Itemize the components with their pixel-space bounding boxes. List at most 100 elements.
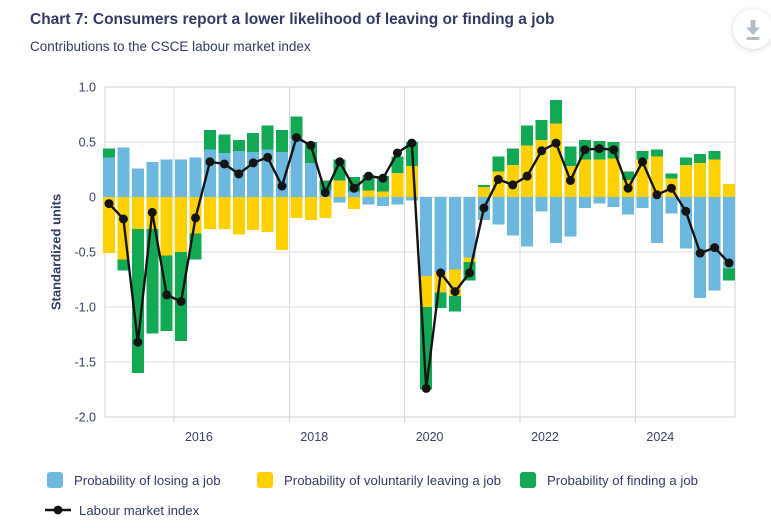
bar-segment[interactable] xyxy=(304,197,317,221)
bar-segment[interactable] xyxy=(146,228,159,334)
index-marker[interactable] xyxy=(378,173,388,183)
bar-segment[interactable] xyxy=(550,123,563,197)
bar-segment[interactable] xyxy=(348,191,361,198)
bar-segment[interactable] xyxy=(160,159,173,197)
bar-segment[interactable] xyxy=(449,296,462,312)
bar-segment[interactable] xyxy=(276,129,289,152)
bar-segment[interactable] xyxy=(434,197,447,272)
index-marker[interactable] xyxy=(364,171,374,181)
bar-segment[interactable] xyxy=(290,116,303,139)
bar-segment[interactable] xyxy=(348,197,361,210)
bar-segment[interactable] xyxy=(550,197,563,244)
bar-segment[interactable] xyxy=(261,125,274,150)
bar-segment[interactable] xyxy=(679,157,692,166)
bar-segment[interactable] xyxy=(564,146,577,167)
bar-segment[interactable] xyxy=(665,173,678,179)
index-marker[interactable] xyxy=(565,176,575,185)
bar-segment[interactable] xyxy=(218,134,231,153)
bar-segment[interactable] xyxy=(103,157,115,197)
index-marker[interactable] xyxy=(638,157,648,167)
bar-segment[interactable] xyxy=(521,197,534,247)
index-marker[interactable] xyxy=(306,140,316,150)
bar-segment[interactable] xyxy=(117,259,130,271)
bar-segment[interactable] xyxy=(477,187,490,197)
index-marker[interactable] xyxy=(392,148,402,158)
index-marker[interactable] xyxy=(450,287,460,297)
index-marker[interactable] xyxy=(291,133,301,143)
bar-segment[interactable] xyxy=(694,154,707,163)
index-marker[interactable] xyxy=(118,214,128,224)
bar-segment[interactable] xyxy=(376,191,389,198)
bar-segment[interactable] xyxy=(405,166,418,197)
bar-segment[interactable] xyxy=(492,156,505,172)
bar-segment[interactable] xyxy=(276,197,289,250)
bar-segment[interactable] xyxy=(203,197,216,229)
bar-segment[interactable] xyxy=(550,100,563,124)
index-marker[interactable] xyxy=(277,181,287,191)
bar-segment[interactable] xyxy=(203,129,216,150)
bar-segment[interactable] xyxy=(333,180,346,198)
legend-item-finding-job[interactable]: Probability of finding a job xyxy=(520,470,698,490)
bar-segment[interactable] xyxy=(405,197,418,201)
index-marker[interactable] xyxy=(176,297,186,306)
index-marker[interactable] xyxy=(724,258,734,268)
bar-segment[interactable] xyxy=(103,148,115,158)
bar-segment[interactable] xyxy=(146,161,159,197)
index-marker[interactable] xyxy=(666,183,676,193)
bar-segment[interactable] xyxy=(247,197,260,230)
index-marker[interactable] xyxy=(710,243,720,253)
bar-segment[interactable] xyxy=(665,197,678,214)
bar-segment[interactable] xyxy=(175,159,188,197)
bar-segment[interactable] xyxy=(506,148,519,166)
bar-segment[interactable] xyxy=(535,120,548,140)
bar-segment[interactable] xyxy=(521,145,534,197)
bar-segment[interactable] xyxy=(463,197,476,258)
index-marker[interactable] xyxy=(234,169,244,179)
legend-item-leaving-job[interactable]: Probability of voluntarily leaving a job xyxy=(257,470,501,490)
bar-segment[interactable] xyxy=(160,197,173,256)
bar-segment[interactable] xyxy=(175,197,188,252)
legend-item-labour-market-index[interactable]: Labour market index xyxy=(45,503,199,518)
index-marker[interactable] xyxy=(349,183,359,193)
bar-segment[interactable] xyxy=(362,190,375,197)
bar-segment[interactable] xyxy=(319,197,332,218)
bar-segment[interactable] xyxy=(636,197,649,208)
bar-segment[interactable] xyxy=(593,197,606,204)
bar-segment[interactable] xyxy=(708,159,721,197)
index-marker[interactable] xyxy=(508,180,518,190)
bar-segment[interactable] xyxy=(506,197,519,236)
index-marker[interactable] xyxy=(436,268,446,278)
index-marker[interactable] xyxy=(248,158,258,168)
bar-segment[interactable] xyxy=(723,183,736,197)
bar-segment[interactable] xyxy=(232,197,245,235)
index-marker[interactable] xyxy=(609,145,619,155)
bar-segment[interactable] xyxy=(376,197,389,206)
bar-segment[interactable] xyxy=(131,228,144,373)
bar-segment[interactable] xyxy=(131,168,144,197)
index-marker[interactable] xyxy=(104,199,114,209)
index-marker[interactable] xyxy=(493,174,503,184)
index-marker[interactable] xyxy=(191,213,201,223)
bar-segment[interactable] xyxy=(492,197,505,225)
bar-segment[interactable] xyxy=(694,162,707,197)
index-marker[interactable] xyxy=(219,159,229,169)
bar-segment[interactable] xyxy=(290,138,303,197)
bar-segment[interactable] xyxy=(578,197,591,208)
bar-segment[interactable] xyxy=(391,197,404,205)
bar-segment[interactable] xyxy=(463,257,476,262)
index-marker[interactable] xyxy=(320,188,330,198)
bar-segment[interactable] xyxy=(117,147,130,198)
bar-segment[interactable] xyxy=(694,197,707,299)
bar-segment[interactable] xyxy=(420,276,433,307)
index-marker[interactable] xyxy=(335,157,345,167)
bar-segment[interactable] xyxy=(449,197,462,270)
bar-segment[interactable] xyxy=(189,157,202,197)
index-marker[interactable] xyxy=(652,190,662,200)
bar-segment[interactable] xyxy=(593,159,606,197)
index-marker[interactable] xyxy=(162,290,172,300)
bar-segment[interactable] xyxy=(650,197,663,244)
bar-segment[interactable] xyxy=(607,197,620,207)
bar-segment[interactable] xyxy=(131,197,144,229)
bar-segment[interactable] xyxy=(261,197,274,233)
index-marker[interactable] xyxy=(623,183,633,193)
